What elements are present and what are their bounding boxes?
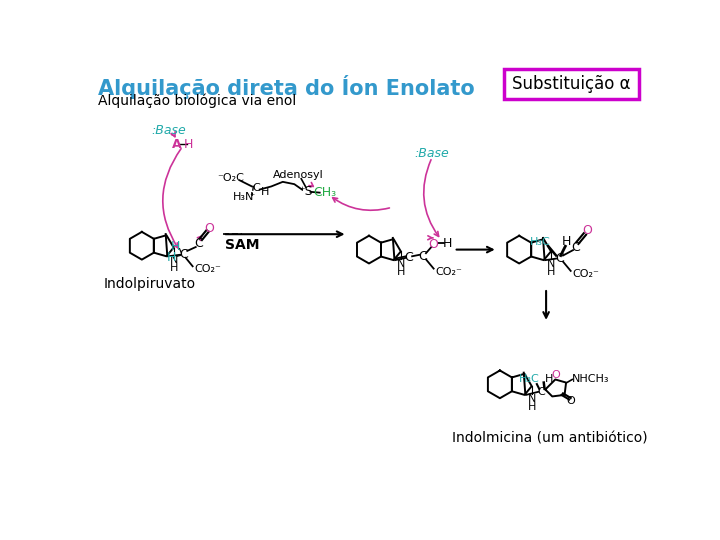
Text: N: N (397, 259, 405, 269)
FancyArrowPatch shape (197, 236, 202, 240)
Text: N: N (528, 394, 536, 404)
FancyArrowPatch shape (428, 236, 433, 240)
Text: C: C (405, 251, 413, 264)
FancyArrowPatch shape (423, 160, 438, 237)
FancyArrowPatch shape (171, 132, 175, 137)
Text: H: H (169, 263, 178, 273)
Text: Indolpiruvato: Indolpiruvato (104, 277, 196, 291)
Text: Adenosyl: Adenosyl (273, 170, 323, 180)
Text: H: H (528, 402, 536, 411)
Text: O: O (582, 225, 592, 238)
Text: O: O (204, 222, 214, 235)
Text: NHCH₃: NHCH₃ (572, 374, 610, 384)
Text: Indolmicina (um antibiótico): Indolmicina (um antibiótico) (452, 431, 648, 446)
Text: N: N (169, 255, 178, 265)
Text: C: C (179, 248, 188, 261)
Text: SAM: SAM (225, 238, 259, 252)
FancyBboxPatch shape (504, 70, 639, 99)
Text: H: H (397, 267, 405, 277)
Text: Alquilação direta do Íon Enolato: Alquilação direta do Íon Enolato (98, 75, 474, 99)
FancyArrowPatch shape (163, 148, 181, 248)
Text: C: C (538, 387, 545, 397)
Text: C: C (418, 250, 427, 263)
Text: C: C (555, 252, 564, 265)
Text: H: H (443, 237, 452, 249)
Text: CH₃: CH₃ (312, 186, 336, 199)
Text: CO₂⁻: CO₂⁻ (572, 269, 599, 279)
Text: H₃N: H₃N (233, 192, 254, 202)
Text: A: A (171, 138, 181, 151)
Text: O: O (551, 370, 559, 380)
Text: N: N (546, 259, 555, 269)
Text: :Base: :Base (415, 147, 449, 160)
Text: H₃C: H₃C (529, 237, 550, 247)
Text: H: H (545, 374, 554, 384)
Text: CO₂⁻: CO₂⁻ (194, 265, 221, 274)
Text: H: H (184, 138, 194, 151)
Text: H: H (166, 251, 176, 264)
Text: CO₂⁻: CO₂⁻ (435, 267, 462, 276)
Text: H: H (171, 240, 181, 253)
Text: Substituição α: Substituição α (512, 75, 631, 93)
Text: ⁺S: ⁺S (299, 185, 313, 198)
Text: ⁺: ⁺ (249, 192, 255, 202)
Text: ⁻O₂C: ⁻O₂C (217, 173, 244, 183)
Text: O: O (567, 396, 575, 406)
Text: C: C (194, 238, 203, 251)
Text: H₃C: H₃C (519, 374, 539, 384)
FancyArrowPatch shape (333, 198, 390, 210)
Text: :Base: :Base (151, 124, 186, 137)
Text: C: C (252, 183, 260, 193)
FancyArrowPatch shape (309, 183, 313, 187)
Text: C: C (572, 241, 580, 254)
Text: H: H (546, 267, 555, 277)
Text: H: H (562, 235, 572, 248)
Text: Alquilação biológica via enol: Alquilação biológica via enol (98, 93, 296, 108)
Text: O: O (428, 238, 438, 251)
Text: H: H (261, 187, 269, 197)
